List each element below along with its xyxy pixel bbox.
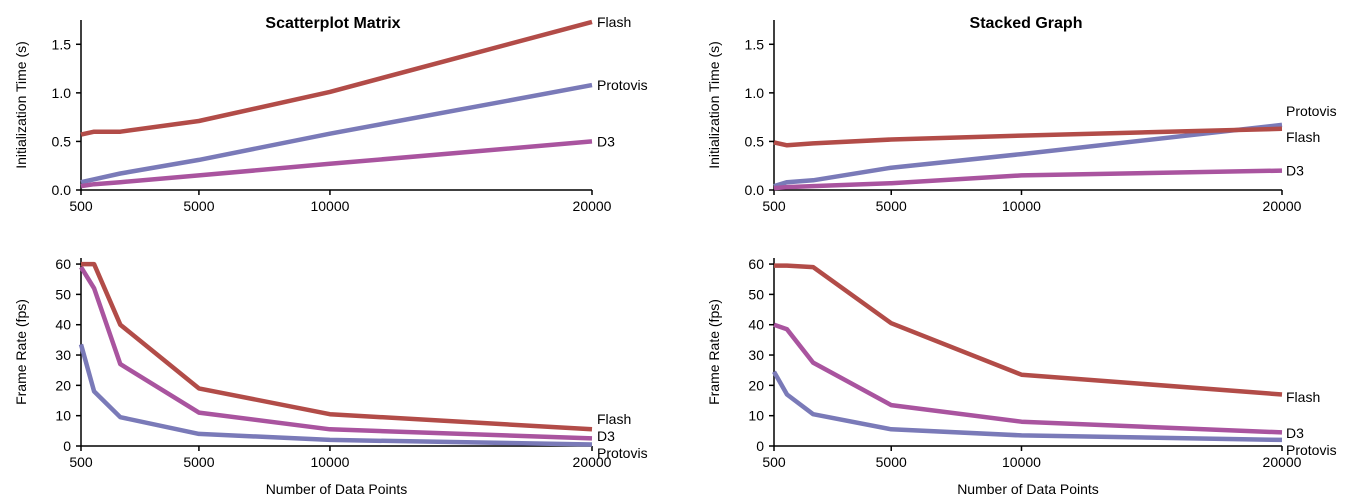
x-tick-label: 10000 [310, 454, 349, 470]
series-line-d3 [79, 265, 593, 441]
chart-title: Scatterplot Matrix [265, 15, 400, 32]
y-tick-label: 0.5 [52, 133, 72, 149]
x-tick-label: 500 [762, 198, 786, 214]
y-tick-label: 60 [55, 256, 71, 272]
panel-scatterplot-init: Scatterplot Matrix 0.0 0.5 1.0 1.5 500 5000 100… [13, 14, 648, 214]
y-tick-label: 30 [55, 347, 71, 363]
x-tick-label: 5000 [183, 454, 214, 470]
x-tick-label: 20000 [573, 454, 612, 470]
series-label-flash: Flash [597, 411, 631, 427]
series-label-d3: D3 [597, 133, 615, 149]
series-line-flash [774, 263, 1283, 397]
series-label-flash: Flash [1286, 389, 1320, 405]
series-line-d3 [773, 322, 1283, 435]
y-axis-label: Initialization Time (s) [706, 41, 722, 169]
x-tick-label: 5000 [183, 198, 214, 214]
series-label-flash: Flash [597, 14, 631, 30]
x-tick-label: 20000 [1263, 198, 1302, 214]
series-line-protovis [80, 82, 593, 185]
series-line-flash [80, 19, 593, 137]
y-tick-label: 40 [748, 317, 764, 333]
y-tick-label: 50 [748, 286, 764, 302]
y-tick-label: 1.5 [52, 36, 72, 52]
x-tick-label: 500 [69, 198, 93, 214]
series-line-d3 [773, 168, 1283, 191]
y-tick-label: 1.0 [52, 85, 72, 101]
y-tick-label: 0 [756, 438, 764, 454]
y-tick-label: 0.0 [52, 182, 72, 198]
x-tick-label: 10000 [1002, 198, 1041, 214]
panel-stacked-fps: 0 10 20 30 40 50 60 500 5000 10000 20000 Frame Rate… [706, 256, 1337, 497]
x-tick-label: 5000 [876, 198, 907, 214]
series-line-protovis [772, 370, 1283, 443]
y-axis-label: Initialization Time (s) [13, 41, 29, 169]
series-label-protovis: Protovis [1286, 442, 1337, 458]
chart-title: Stacked Graph [970, 15, 1083, 32]
y-axis-label: Frame Rate (fps) [706, 299, 722, 405]
y-tick-label: 0.5 [745, 133, 765, 149]
series-line-protovis [773, 122, 1283, 189]
y-tick-label: 60 [748, 256, 764, 272]
series-label-protovis: Protovis [597, 77, 648, 93]
x-tick-label: 500 [762, 454, 786, 470]
series-line-protovis [78, 343, 593, 447]
x-tick-label: 10000 [310, 198, 349, 214]
x-tick-label: 10000 [1002, 454, 1041, 470]
series-line-flash [773, 126, 1283, 148]
y-tick-label: 50 [55, 286, 71, 302]
y-tick-label: 20 [748, 377, 764, 393]
y-tick-label: 0.0 [745, 182, 765, 198]
x-tick-label: 5000 [876, 454, 907, 470]
series-label-flash: Flash [1286, 129, 1320, 145]
y-tick-label: 1.0 [745, 85, 765, 101]
x-tick-label: 20000 [573, 198, 612, 214]
series-line-d3 [80, 139, 593, 189]
panel-scatterplot-fps: 0 10 20 30 40 50 60 500 5000 10000 20000 Frame Rate… [13, 256, 648, 497]
y-axis-label: Frame Rate (fps) [13, 299, 29, 405]
y-tick-label: 40 [55, 317, 71, 333]
series-label-d3: D3 [1286, 425, 1304, 441]
x-axis-label: Number of Data Points [266, 481, 408, 497]
y-tick-label: 10 [748, 408, 764, 424]
series-label-protovis: Protovis [597, 445, 648, 461]
y-tick-label: 1.5 [745, 36, 765, 52]
panel-stacked-init: Stacked Graph 0.0 0.5 1.0 1.5 500 5000 10000 200… [706, 15, 1337, 214]
x-tick-label: 20000 [1263, 454, 1302, 470]
x-tick-label: 500 [69, 454, 93, 470]
y-tick-label: 20 [55, 377, 71, 393]
series-label-protovis: Protovis [1286, 103, 1337, 119]
x-axis-label: Number of Data Points [957, 481, 1099, 497]
series-label-d3: D3 [597, 428, 615, 444]
series-label-d3: D3 [1286, 163, 1304, 179]
y-tick-label: 30 [748, 347, 764, 363]
y-tick-label: 10 [55, 408, 71, 424]
y-tick-label: 0 [63, 438, 71, 454]
series-line-flash [81, 261, 593, 432]
